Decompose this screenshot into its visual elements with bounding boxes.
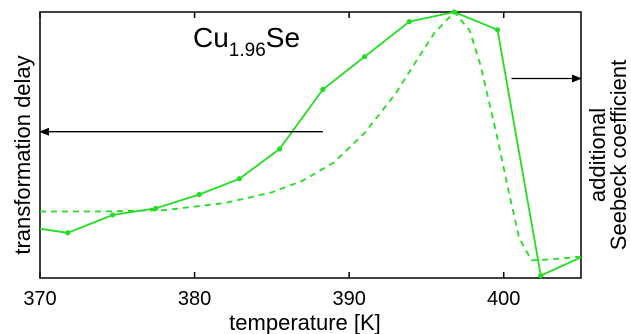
y-axis-label-right-line2: Seebeck coefficient	[606, 60, 631, 250]
plot-frame	[39, 11, 582, 279]
data-point	[65, 230, 71, 236]
x-ticks: 370 380 390 400	[23, 12, 520, 310]
data-point	[276, 146, 283, 152]
data-point	[362, 54, 368, 60]
series-layer	[39, 9, 582, 279]
series-line-dashed	[40, 11, 582, 262]
x-tick-label: 380	[178, 288, 211, 310]
y-axis-label-left: transformation delay	[10, 55, 35, 254]
series-line-solid	[39, 11, 582, 277]
data-point	[196, 191, 202, 198]
data-point	[494, 27, 501, 33]
chart-title-main: Cu	[193, 22, 229, 53]
data-point	[538, 273, 544, 279]
data-point	[320, 86, 326, 93]
x-tick-label: 390	[332, 288, 365, 310]
chart-title-subscript: 1.96	[229, 40, 266, 61]
chart-title-end: Se	[266, 22, 300, 53]
data-point	[236, 176, 242, 182]
x-tick-label: 400	[487, 288, 520, 310]
data-point	[406, 18, 413, 25]
x-tick-label: 370	[23, 288, 56, 310]
y-axis-label-right-line1: additional	[585, 108, 610, 202]
data-point	[110, 212, 116, 218]
x-axis-label: temperature [K]	[229, 310, 381, 334]
chart-title: Cu1.96Se	[193, 22, 300, 61]
arrow-layer	[39, 74, 582, 136]
